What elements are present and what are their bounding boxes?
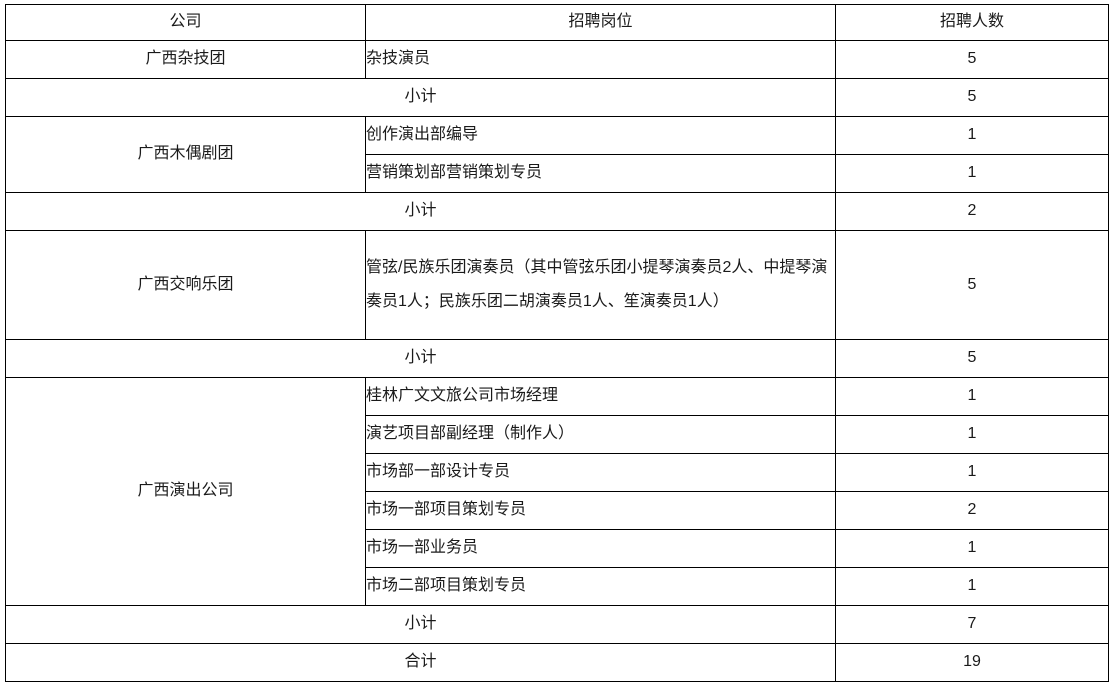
position-cell: 市场部一部设计专员	[365, 453, 836, 492]
count-cell: 1	[835, 415, 1109, 454]
company-name-cell: 广西木偶剧团	[5, 116, 366, 193]
count-cell: 1	[835, 567, 1109, 606]
position-cell: 营销策划部营销策划专员	[365, 154, 836, 193]
table-row: 广西演出公司 桂林广文文旅公司市场经理 1	[5, 377, 1109, 606]
table-header: 公司 招聘岗位 招聘人数	[5, 4, 1109, 41]
total-value: 19	[835, 643, 1109, 682]
position-cell: 管弦/民族乐团演奏员（其中管弦乐团小提琴演奏员2人、中提琴演奏员1人；民族乐团二…	[365, 230, 836, 340]
column-header-count: 招聘人数	[835, 4, 1109, 41]
company-name-cell: 广西交响乐团	[5, 230, 366, 340]
table-row: 广西木偶剧团 创作演出部编导 1	[5, 116, 1109, 193]
count-cell: 5	[835, 230, 1109, 340]
company-name-cell: 广西演出公司	[5, 377, 366, 606]
subtotal-row: 小计 2	[5, 192, 1109, 231]
subtotal-row: 小计 5	[5, 78, 1109, 117]
table-row: 市场一部业务员 1	[6, 529, 1109, 568]
table-row: 广西交响乐团 管弦/民族乐团演奏员（其中管弦乐团小提琴演奏员2人、中提琴演奏员1…	[5, 230, 1109, 340]
table-body: 广西杂技团 杂技演员 5 小计 5 广西木偶剧团 创作演出部编导 1 营销策划部…	[5, 40, 1109, 682]
subtotal-row: 小计 7	[5, 605, 1109, 644]
total-row: 合计 19	[5, 643, 1109, 682]
position-cell: 创作演出部编导	[365, 116, 836, 155]
company-name-cell: 广西杂技团	[5, 40, 366, 79]
table-row: 广西杂技团 杂技演员 5	[5, 40, 1109, 79]
subtotal-value: 5	[835, 78, 1109, 117]
recruitment-table: 公司 招聘岗位 招聘人数 广西杂技团 杂技演员 5 小计 5 广西木偶剧团 创作…	[5, 4, 1109, 682]
subtotal-row: 小计 5	[5, 339, 1109, 378]
count-cell: 1	[835, 154, 1109, 193]
subtotal-label: 小计	[5, 192, 836, 231]
subtotal-value: 7	[835, 605, 1109, 644]
column-header-position: 招聘岗位	[365, 4, 836, 41]
column-header-company: 公司	[5, 4, 366, 41]
position-cell: 杂技演员	[365, 40, 836, 79]
table-row: 营销策划部营销策划专员 1	[6, 154, 1109, 193]
position-cell: 演艺项目部副经理（制作人）	[365, 415, 836, 454]
count-cell: 1	[835, 529, 1109, 568]
count-cell: 5	[835, 40, 1109, 79]
subtotal-label: 小计	[5, 78, 836, 117]
subtotal-value: 2	[835, 192, 1109, 231]
position-cell: 市场一部业务员	[365, 529, 836, 568]
subtotal-label: 小计	[5, 605, 836, 644]
table-row: 市场二部项目策划专员 1	[6, 567, 1109, 606]
subtotal-label: 小计	[5, 339, 836, 378]
count-cell: 2	[835, 491, 1109, 530]
position-cell: 市场一部项目策划专员	[365, 491, 836, 530]
table-header-row: 公司 招聘岗位 招聘人数	[5, 4, 1109, 41]
position-cell: 市场二部项目策划专员	[365, 567, 836, 606]
total-label: 合计	[5, 643, 836, 682]
count-cell: 1	[835, 377, 1109, 416]
count-cell: 1	[835, 453, 1109, 492]
table-row: 市场部一部设计专员 1	[6, 453, 1109, 492]
position-cell: 桂林广文文旅公司市场经理	[365, 377, 836, 416]
table-row: 市场一部项目策划专员 2	[6, 491, 1109, 530]
table-row: 演艺项目部副经理（制作人） 1	[6, 415, 1109, 454]
count-cell: 1	[835, 116, 1109, 155]
subtotal-value: 5	[835, 339, 1109, 378]
